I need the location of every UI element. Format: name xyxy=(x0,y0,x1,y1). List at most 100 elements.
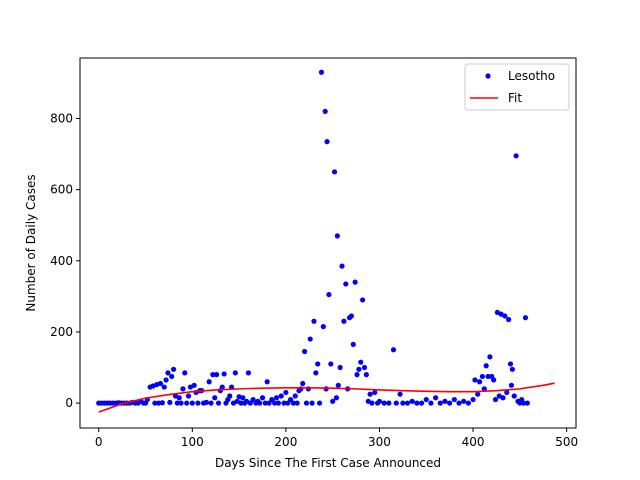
data-point-lesotho-53 xyxy=(214,372,220,378)
data-point-lesotho-90 xyxy=(292,393,298,399)
data-point-lesotho-79 xyxy=(266,400,272,406)
data-point-lesotho-27 xyxy=(163,377,169,383)
data-point-lesotho-52 xyxy=(212,395,218,401)
data-point-lesotho-156 xyxy=(465,400,471,406)
data-point-lesotho-176 xyxy=(507,361,514,367)
data-point-lesotho-105 xyxy=(320,324,326,330)
data-point-lesotho-38 xyxy=(184,400,190,406)
data-point-lesotho-31 xyxy=(170,366,177,372)
data-point-lesotho-34 xyxy=(176,395,182,401)
data-point-lesotho-72 xyxy=(250,396,256,403)
data-point-lesotho-76 xyxy=(259,395,266,401)
data-point-lesotho-152 xyxy=(447,400,453,406)
legend: Lesotho Fit xyxy=(464,63,570,111)
data-point-lesotho-175 xyxy=(506,316,512,323)
data-point-lesotho-60 xyxy=(227,393,233,399)
data-point-lesotho-185 xyxy=(522,315,529,321)
data-point-lesotho-95 xyxy=(302,348,308,355)
data-point-lesotho-111 xyxy=(330,398,336,404)
data-point-lesotho-36 xyxy=(180,386,186,392)
data-point-lesotho-82 xyxy=(273,395,280,401)
data-point-lesotho-162 xyxy=(481,386,487,392)
data-point-lesotho-139 xyxy=(390,347,397,353)
plot-frame xyxy=(79,57,577,429)
data-point-lesotho-33 xyxy=(174,400,180,406)
data-point-lesotho-102 xyxy=(315,361,321,367)
data-point-lesotho-50 xyxy=(208,400,214,406)
x-axis-label: Days Since The First Case Announced xyxy=(215,456,441,470)
data-point-lesotho-77 xyxy=(262,400,268,406)
legend-marker-lesotho xyxy=(485,73,491,79)
data-point-lesotho-41 xyxy=(189,400,195,406)
data-point-lesotho-129 xyxy=(361,364,368,371)
data-point-lesotho-167 xyxy=(491,377,497,383)
data-point-lesotho-179 xyxy=(511,393,517,399)
data-point-lesotho-86 xyxy=(283,389,289,396)
data-point-lesotho-108 xyxy=(324,139,330,145)
y-tick-label-4: 800 xyxy=(50,111,73,125)
data-point-lesotho-118 xyxy=(341,318,347,324)
data-point-lesotho-25 xyxy=(159,400,165,406)
data-point-lesotho-150 xyxy=(437,400,443,406)
data-point-lesotho-83 xyxy=(275,400,281,406)
data-point-lesotho-48 xyxy=(203,399,209,405)
data-point-lesotho-132 xyxy=(367,391,373,397)
data-point-lesotho-144 xyxy=(409,398,415,404)
data-point-lesotho-114 xyxy=(334,233,340,239)
data-point-lesotho-143 xyxy=(404,400,411,406)
data-point-lesotho-57 xyxy=(221,371,227,377)
data-point-lesotho-123 xyxy=(350,341,356,347)
data-point-lesotho-146 xyxy=(418,400,425,406)
data-point-lesotho-63 xyxy=(232,370,238,376)
x-tick-label-2: 200 xyxy=(274,435,297,449)
data-point-lesotho-153 xyxy=(451,396,457,403)
data-point-lesotho-173 xyxy=(502,313,508,319)
data-point-lesotho-89 xyxy=(290,400,296,406)
data-point-lesotho-29 xyxy=(167,399,173,405)
legend-label-lesotho: Lesotho xyxy=(508,69,555,83)
data-point-lesotho-151 xyxy=(442,398,448,404)
data-point-lesotho-66 xyxy=(238,400,244,406)
data-point-lesotho-119 xyxy=(343,281,349,287)
data-point-lesotho-98 xyxy=(307,336,313,342)
data-point-lesotho-147 xyxy=(423,396,429,403)
data-point-lesotho-78 xyxy=(264,379,270,385)
data-point-lesotho-51 xyxy=(210,372,216,378)
data-point-lesotho-87 xyxy=(285,400,291,406)
data-point-lesotho-112 xyxy=(331,169,338,175)
y-tick-label-3: 600 xyxy=(50,183,73,197)
y-tick-label-2: 400 xyxy=(50,254,73,268)
data-point-lesotho-140 xyxy=(393,400,399,406)
data-point-lesotho-128 xyxy=(360,297,366,303)
data-point-lesotho-113 xyxy=(333,395,340,401)
data-point-lesotho-91 xyxy=(294,400,300,406)
data-point-lesotho-154 xyxy=(456,400,462,406)
data-point-lesotho-24 xyxy=(157,380,164,387)
data-point-lesotho-141 xyxy=(397,391,403,397)
data-point-lesotho-96 xyxy=(303,400,310,406)
x-tick-label-0: 0 xyxy=(95,435,103,449)
data-point-lesotho-125 xyxy=(354,372,360,378)
data-point-lesotho-116 xyxy=(337,364,343,371)
y-axis-ticks: 0 200 400 600 800 xyxy=(50,111,80,410)
data-point-lesotho-134 xyxy=(372,389,378,396)
data-point-lesotho-158 xyxy=(472,377,478,383)
x-tick-label-4: 400 xyxy=(462,435,485,449)
data-point-lesotho-103 xyxy=(316,400,323,406)
x-tick-label-5: 500 xyxy=(555,435,578,449)
legend-label-fit: Fit xyxy=(508,91,522,105)
data-point-lesotho-148 xyxy=(428,400,434,406)
data-point-lesotho-168 xyxy=(492,396,499,403)
plot-series xyxy=(96,69,555,413)
data-point-lesotho-84 xyxy=(278,393,284,399)
data-point-lesotho-160 xyxy=(477,379,483,385)
data-point-lesotho-39 xyxy=(185,393,192,399)
series-lesotho xyxy=(96,69,530,406)
data-point-lesotho-21 xyxy=(152,400,158,406)
data-point-lesotho-81 xyxy=(272,400,278,406)
data-point-lesotho-130 xyxy=(363,372,369,378)
data-point-lesotho-35 xyxy=(178,400,184,406)
data-point-lesotho-138 xyxy=(386,400,392,406)
data-point-lesotho-67 xyxy=(240,395,246,401)
data-point-lesotho-157 xyxy=(470,396,476,403)
